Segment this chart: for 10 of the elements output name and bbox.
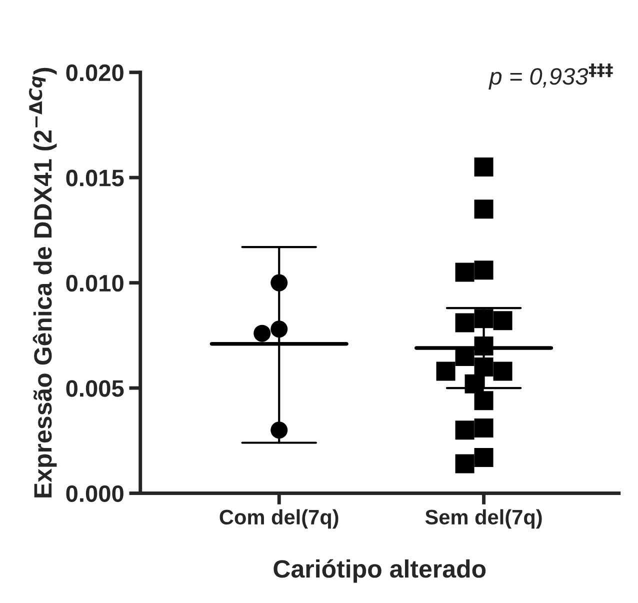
y-tick-label: 0.000 xyxy=(66,485,124,502)
y-tick-label: 0.005 xyxy=(66,380,124,397)
x-tick-label: Sem del(7q) xyxy=(425,509,542,529)
annotation: p = 0,933$^{‡‡‡}$ xyxy=(488,63,613,90)
x-tick-label: Com del(7q) xyxy=(220,509,338,529)
y-axis-title: Expressão Gênica de DDX41 (2$^{−ΔCq}$) xyxy=(28,68,57,498)
x-axis-title: Cariótipo alterado xyxy=(274,559,486,583)
y-tick-label: 0.020 xyxy=(66,64,124,82)
y-tick-label: 0.010 xyxy=(66,274,124,292)
y-tick-label: 0.015 xyxy=(66,170,124,186)
